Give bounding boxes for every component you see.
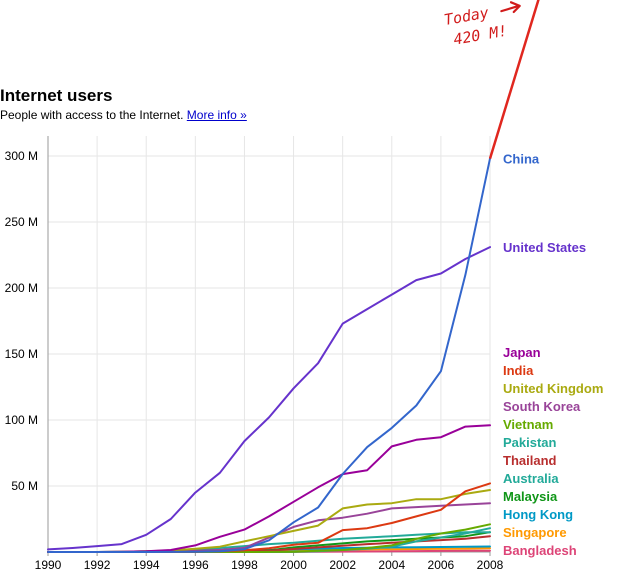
chart-grid — [47, 136, 491, 553]
series-line-china — [47, 157, 491, 553]
y-tick-label: 250 M — [5, 215, 38, 229]
x-axis-labels: 1990 1992 1994 1996 1998 2000 2002 2004 2006 2008 — [35, 558, 504, 572]
x-tick-label: 2004 — [378, 558, 405, 572]
series-label-japan: Japan — [503, 345, 541, 360]
series-lines — [47, 157, 491, 553]
x-tick-label: 1990 — [35, 558, 62, 572]
x-tick-label: 1994 — [133, 558, 160, 572]
x-tick-label: 1996 — [182, 558, 209, 572]
series-label-south-korea: South Korea — [503, 399, 581, 414]
series-line-united-states — [47, 246, 491, 551]
y-tick-label: 100 M — [5, 413, 38, 427]
y-tick-label: 200 M — [5, 281, 38, 295]
series-labels: China United States Japan India United Kingd… — [503, 152, 603, 558]
series-line-japan — [47, 424, 491, 553]
series-label-thailand: Thailand — [503, 453, 557, 468]
x-tick-label: 2006 — [428, 558, 455, 572]
today-annotation: Today 420 M! — [438, 0, 545, 60]
series-label-vietnam: Vietnam — [503, 417, 553, 432]
today-extension-line — [488, 0, 540, 160]
chart-title: Internet users — [0, 86, 113, 105]
chart-axes — [47, 136, 491, 556]
today-extension — [488, 0, 540, 160]
y-tick-label: 50 M — [11, 479, 38, 493]
series-label-united-states: United States — [503, 240, 586, 255]
series-label-australia: Australia — [503, 471, 559, 486]
y-tick-label: 150 M — [5, 347, 38, 361]
x-tick-label: 1998 — [231, 558, 258, 572]
x-tick-label: 2000 — [280, 558, 307, 572]
more-info-link[interactable]: More info » — [186, 108, 247, 122]
arrow-right-icon — [500, 1, 521, 14]
x-tick-label: 1992 — [84, 558, 111, 572]
series-label-hong-kong: Hong Kong — [503, 507, 573, 522]
chart-subtitle: People with access to the Internet. — [0, 108, 184, 122]
series-label-singapore: Singapore — [503, 525, 567, 540]
series-label-bangladesh: Bangladesh — [503, 543, 577, 558]
y-tick-label: 300 M — [5, 149, 38, 163]
series-label-united-kingdom: United Kingdom — [503, 381, 603, 396]
series-line-united-kingdom — [47, 489, 491, 553]
series-label-pakistan: Pakistan — [503, 435, 557, 450]
series-label-china: China — [503, 152, 540, 167]
x-tick-label: 2008 — [477, 558, 504, 572]
chart-subtitle-row: People with access to the Internet. More… — [0, 107, 420, 123]
series-label-malaysia: Malaysia — [503, 489, 558, 504]
y-axis-labels: 50 M 100 M 150 M 200 M 250 M 300 M — [5, 149, 38, 493]
chart-header: Internet users People with access to the… — [0, 86, 420, 123]
x-tick-label: 2002 — [329, 558, 356, 572]
series-label-india: India — [503, 363, 534, 378]
